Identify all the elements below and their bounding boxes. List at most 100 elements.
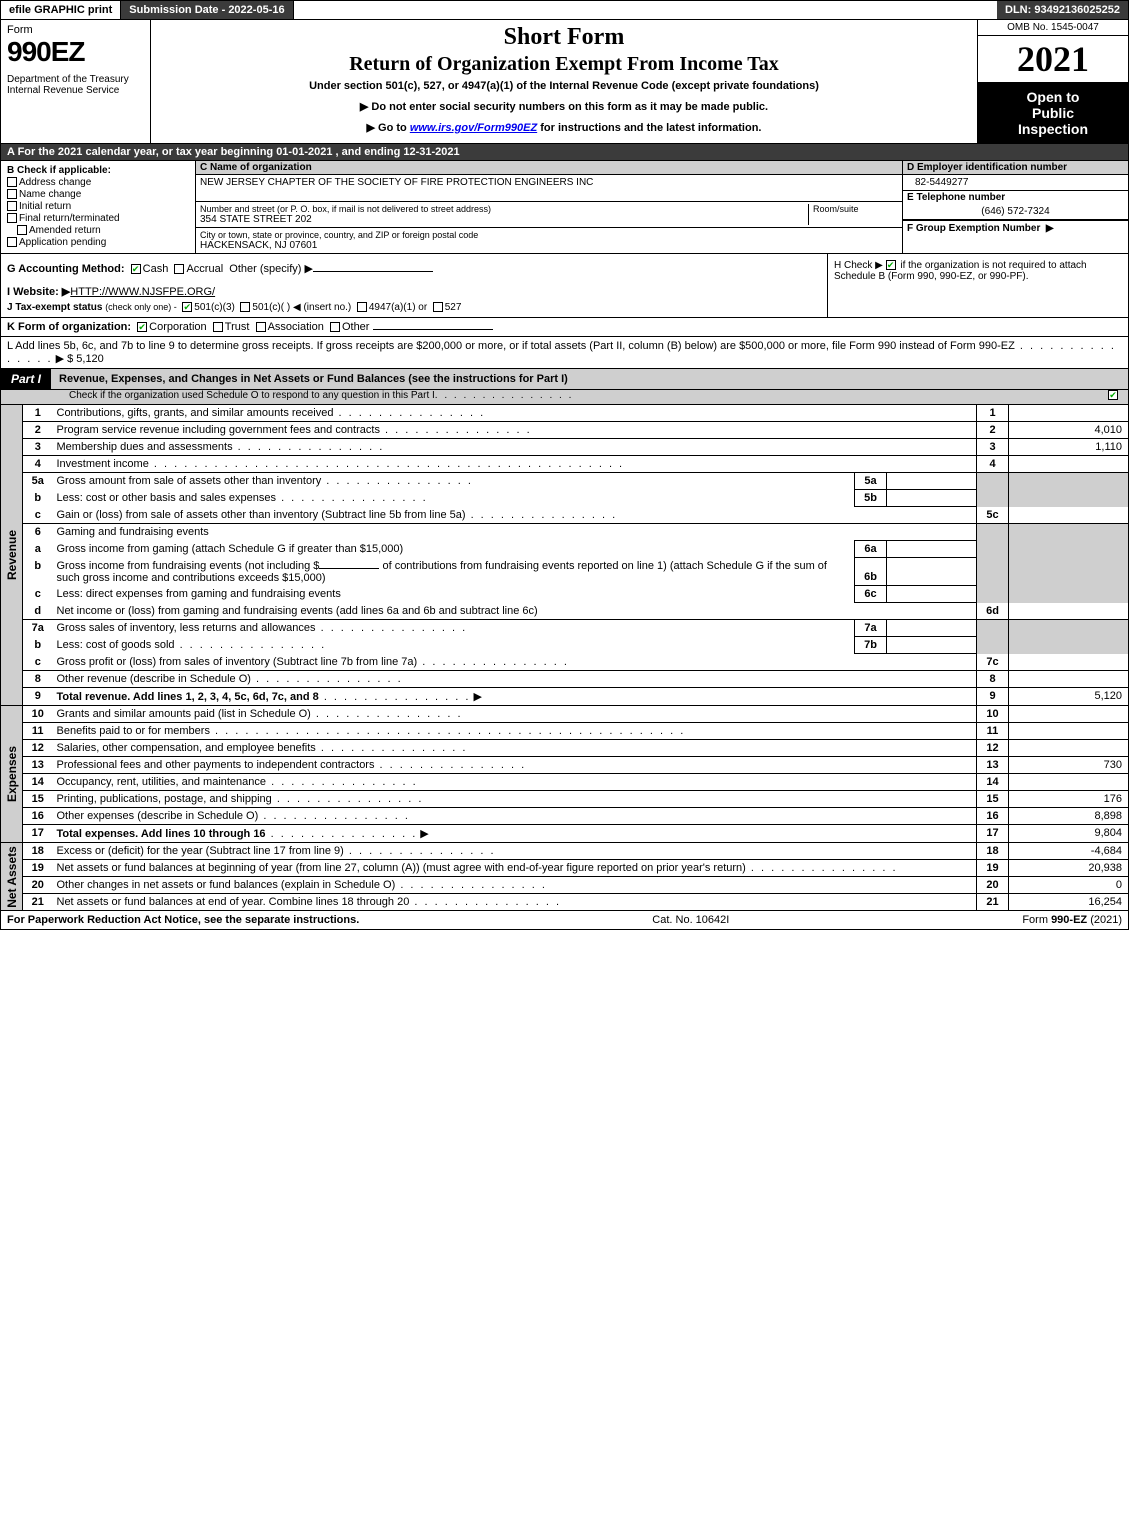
ln1-desc: Contributions, gifts, grants, and simila… — [53, 405, 977, 422]
ln5c-amt — [1009, 507, 1129, 524]
form-subtitle: Under section 501(c), 527, or 4947(a)(1)… — [159, 80, 969, 92]
ln19-num: 19 — [23, 860, 53, 877]
f-block: F Group Exemption Number ▶ — [903, 220, 1128, 236]
chk-schedule-o[interactable] — [1108, 390, 1118, 400]
ln7a-agrey — [1009, 620, 1129, 637]
j-501c: 501(c)( ) — [252, 302, 290, 313]
netassets-side: Net Assets — [1, 843, 23, 911]
ln7a-rgrey — [977, 620, 1009, 637]
ln7b-rgrey — [977, 637, 1009, 654]
top-bar: efile GRAPHIC print Submission Date - 20… — [0, 0, 1129, 20]
ln16-desc: Other expenses (describe in Schedule O) — [53, 808, 977, 825]
k-assoc: Association — [268, 321, 324, 333]
ln9-num: 9 — [23, 688, 53, 706]
chk-other-org[interactable] — [330, 322, 340, 332]
b-item-3: Final return/terminated — [19, 213, 120, 224]
chk-final-return[interactable]: Final return/terminated — [7, 213, 189, 224]
chk-501c3[interactable] — [182, 302, 192, 312]
c-city-block: City or town, state or province, country… — [196, 227, 902, 253]
ln21-num: 21 — [23, 894, 53, 911]
ln2-r: 2 — [977, 422, 1009, 439]
page-footer: For Paperwork Reduction Act Notice, see … — [0, 911, 1129, 930]
k-other-input[interactable] — [373, 329, 493, 330]
ln17-desc: Total expenses. Add lines 10 through 16 … — [53, 825, 977, 843]
chk-name-change[interactable]: Name change — [7, 189, 189, 200]
chk-amended-return[interactable]: Amended return — [7, 225, 189, 236]
chk-trust[interactable] — [213, 322, 223, 332]
ln6d-num: d — [23, 603, 53, 620]
ln6c-agrey — [1009, 586, 1129, 603]
form-header: Form 990EZ Department of the Treasury In… — [0, 20, 1129, 144]
ln6a-num: a — [23, 541, 53, 558]
ln13-amt: 730 — [1009, 757, 1129, 774]
chk-527[interactable] — [433, 302, 443, 312]
org-city: HACKENSACK, NJ 07601 — [200, 240, 898, 251]
title-block: Short Form Return of Organization Exempt… — [151, 20, 978, 143]
website-link[interactable]: HTTP://WWW.NJSFPE.ORG/ — [70, 286, 215, 298]
ln15-num: 15 — [23, 791, 53, 808]
chk-h[interactable] — [886, 260, 896, 270]
ln7a-sn: 7a — [855, 620, 887, 637]
ln7c-r: 7c — [977, 654, 1009, 671]
col-b: B Check if applicable: Address change Na… — [1, 161, 196, 253]
ln3-desc: Membership dues and assessments — [53, 439, 977, 456]
irs-link[interactable]: www.irs.gov/Form990EZ — [410, 122, 537, 134]
ln5a-rgrey — [977, 473, 1009, 490]
g-label: G Accounting Method: — [7, 263, 125, 275]
ln19-r: 19 — [977, 860, 1009, 877]
efile-label[interactable]: efile GRAPHIC print — [1, 1, 121, 19]
c-city-hdr: City or town, state or province, country… — [200, 230, 898, 240]
ln7b-sn: 7b — [855, 637, 887, 654]
j-501c3: 501(c)(3) — [194, 302, 235, 313]
dln-label: DLN: 93492136025252 — [997, 1, 1128, 19]
ln3-num: 3 — [23, 439, 53, 456]
chk-corp[interactable] — [137, 322, 147, 332]
chk-application-pending[interactable]: Application pending — [7, 237, 189, 248]
g-other-input[interactable] — [313, 271, 433, 272]
b-item-1: Name change — [19, 189, 81, 200]
chk-4947[interactable] — [357, 302, 367, 312]
ln14-amt — [1009, 774, 1129, 791]
ln16-r: 16 — [977, 808, 1009, 825]
chk-501c[interactable] — [240, 302, 250, 312]
ln19-amt: 20,938 — [1009, 860, 1129, 877]
row-g: G Accounting Method: Cash Accrual Other … — [7, 262, 821, 275]
ln20-num: 20 — [23, 877, 53, 894]
netassets-label: Net Assets — [5, 846, 19, 908]
chk-accrual[interactable] — [174, 264, 184, 274]
ln18-amt: -4,684 — [1009, 843, 1129, 860]
ln9-amt: 5,120 — [1009, 688, 1129, 706]
ln20-r: 20 — [977, 877, 1009, 894]
ln17-amt: 9,804 — [1009, 825, 1129, 843]
chk-cash[interactable] — [131, 264, 141, 274]
ln5b-desc: Less: cost or other basis and sales expe… — [53, 490, 855, 507]
chk-assoc[interactable] — [256, 322, 266, 332]
section-ghij: G Accounting Method: Cash Accrual Other … — [0, 254, 1129, 318]
ln14-num: 14 — [23, 774, 53, 791]
short-form-label: Short Form — [159, 24, 969, 51]
ln2-desc: Program service revenue including govern… — [53, 422, 977, 439]
ln6-rgrey — [977, 524, 1009, 541]
part1-header: Part I Revenue, Expenses, and Changes in… — [0, 369, 1129, 390]
ln11-r: 11 — [977, 723, 1009, 740]
chk-address-change[interactable]: Address change — [7, 177, 189, 188]
g-accrual: Accrual — [186, 263, 223, 275]
topbar-spacer — [294, 1, 997, 19]
form-label: Form — [7, 24, 144, 36]
row-j: J Tax-exempt status (check only one) - 5… — [7, 302, 821, 313]
ln6b-blank[interactable] — [319, 568, 379, 569]
k-label: K Form of organization: — [7, 321, 131, 333]
part1-title: Revenue, Expenses, and Changes in Net As… — [51, 370, 1128, 388]
chk-initial-return[interactable]: Initial return — [7, 201, 189, 212]
part1-sub: Check if the organization used Schedule … — [0, 390, 1129, 405]
j-insert: ◀ (insert no.) — [293, 302, 351, 313]
expenses-label: Expenses — [5, 746, 19, 802]
ln21-amt: 16,254 — [1009, 894, 1129, 911]
room-hdr: Room/suite — [813, 204, 898, 214]
j-4947: 4947(a)(1) or — [369, 302, 427, 313]
ln8-r: 8 — [977, 671, 1009, 688]
e-header: E Telephone number — [903, 191, 1128, 204]
ln8-num: 8 — [23, 671, 53, 688]
form-id-block: Form 990EZ Department of the Treasury In… — [1, 20, 151, 143]
part1-sub-text: Check if the organization used Schedule … — [69, 390, 435, 401]
